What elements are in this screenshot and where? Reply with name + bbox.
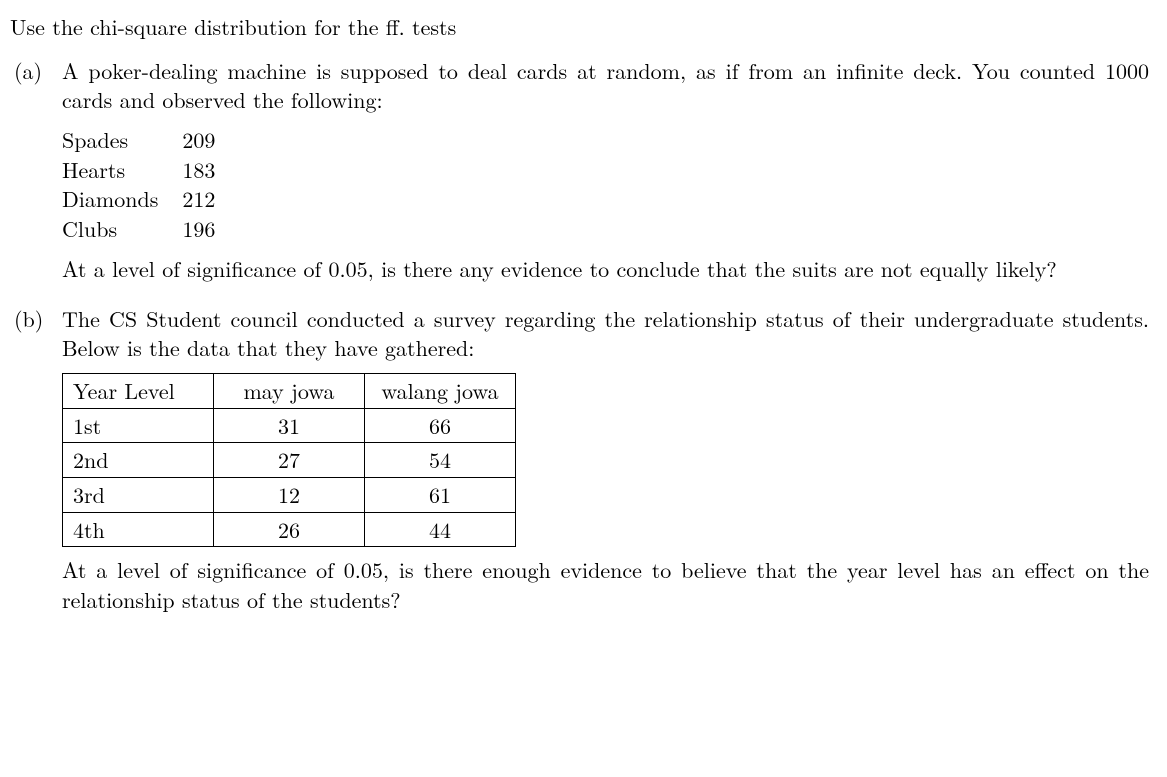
col-walang-jowa: walang jowa xyxy=(365,373,516,408)
intro-text: Use the chi-square distribution for the … xyxy=(10,12,1149,42)
cell-wal: 54 xyxy=(365,443,516,478)
cell-year: 2nd xyxy=(63,443,214,478)
table-row: Spades 209 xyxy=(62,125,229,155)
suits-table: Spades 209 Hearts 183 Diamonds 212 Clubs… xyxy=(62,125,229,244)
cell-year: 3rd xyxy=(63,477,214,512)
suit-count: 183 xyxy=(172,155,229,185)
col-may-jowa: may jowa xyxy=(214,373,365,408)
item-b-marker: (b) xyxy=(10,304,62,625)
table-row: Diamonds 212 xyxy=(62,184,229,214)
table-row: Clubs 196 xyxy=(62,214,229,244)
col-year-level: Year Level xyxy=(63,373,214,408)
table-header-row: Year Level may jowa walang jowa xyxy=(63,373,516,408)
table-row: Hearts 183 xyxy=(62,155,229,185)
item-b-body: The CS Student council conducted a surve… xyxy=(62,304,1149,625)
cell-may: 26 xyxy=(214,512,365,547)
suit-count: 196 xyxy=(172,214,229,244)
cell-wal: 44 xyxy=(365,512,516,547)
suit-count: 209 xyxy=(172,125,229,155)
suit-name: Hearts xyxy=(62,155,172,185)
suit-count: 212 xyxy=(172,184,229,214)
item-b: (b) The CS Student council conducted a s… xyxy=(10,304,1149,625)
table-row: 1st 31 66 xyxy=(63,408,516,443)
table-row: 4th 26 44 xyxy=(63,512,516,547)
item-a-lead: A poker-dealing machine is supposed to d… xyxy=(62,56,1149,115)
item-a-marker: (a) xyxy=(10,56,62,294)
item-a-body: A poker-dealing machine is supposed to d… xyxy=(62,56,1149,294)
cell-wal: 61 xyxy=(365,477,516,512)
table-row: 2nd 27 54 xyxy=(63,443,516,478)
table-row: 3rd 12 61 xyxy=(63,477,516,512)
suit-name: Diamonds xyxy=(62,184,172,214)
survey-table: Year Level may jowa walang jowa 1st 31 6… xyxy=(62,373,516,547)
suit-name: Spades xyxy=(62,125,172,155)
cell-may: 31 xyxy=(214,408,365,443)
cell-may: 27 xyxy=(214,443,365,478)
cell-may: 12 xyxy=(214,477,365,512)
cell-wal: 66 xyxy=(365,408,516,443)
item-a: (a) A poker-dealing machine is supposed … xyxy=(10,56,1149,294)
suit-name: Clubs xyxy=(62,214,172,244)
cell-year: 4th xyxy=(63,512,214,547)
item-a-question: At a level of significance of 0.05, is t… xyxy=(62,254,1149,284)
cell-year: 1st xyxy=(63,408,214,443)
item-b-question: At a level of significance of 0.05, is t… xyxy=(62,555,1149,614)
item-b-lead: The CS Student council conducted a surve… xyxy=(62,304,1149,363)
